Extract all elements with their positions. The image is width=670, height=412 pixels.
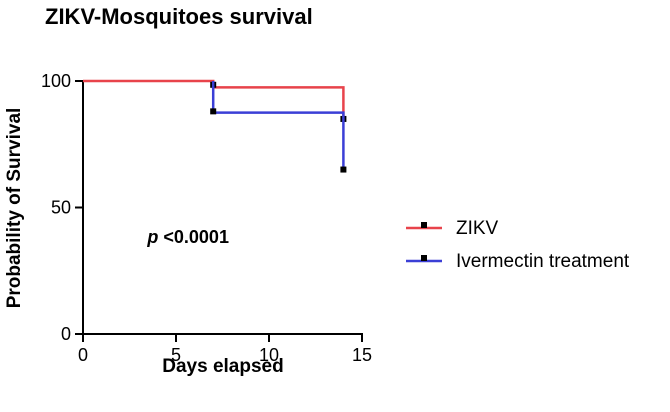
legend-label-ivermectin-treatment: Ivermectin treatment: [456, 251, 630, 272]
y-tick-label-50: 50: [51, 198, 71, 218]
y-tick-label-100: 100: [41, 71, 71, 91]
y-tick-label-0: 0: [61, 324, 71, 344]
p-value-symbol: p: [146, 227, 158, 247]
censor-marker-ivermectin-treatment-1: [340, 166, 347, 173]
x-tick-label-15: 15: [352, 345, 372, 365]
p-value-annotation: p <0.0001: [146, 227, 229, 247]
x-tick-label-5: 5: [171, 345, 181, 365]
legend-marker-zikv: [421, 222, 427, 228]
x-tick-label-10: 10: [259, 345, 279, 365]
legend-label-zikv: ZIKV: [456, 218, 499, 239]
legend: ZIKV Ivermectin treatment: [406, 218, 630, 272]
x-axis-label: Days elapsed: [162, 356, 283, 377]
plot-area: [83, 79, 347, 173]
p-value-text: <0.0001: [158, 227, 229, 247]
legend-marker-ivermectin-treatment: [421, 255, 427, 261]
chart-title: ZIKV-Mosquitoes survival: [45, 4, 313, 29]
x-tick-label-0: 0: [78, 345, 88, 365]
series-line-ivermectin-treatment: [211, 81, 345, 170]
y-axis-label: Probability of Survival: [4, 108, 25, 309]
censor-marker-ivermectin-treatment-0: [210, 108, 217, 115]
axes: 0 50 100 0 5 10 15: [41, 71, 372, 365]
